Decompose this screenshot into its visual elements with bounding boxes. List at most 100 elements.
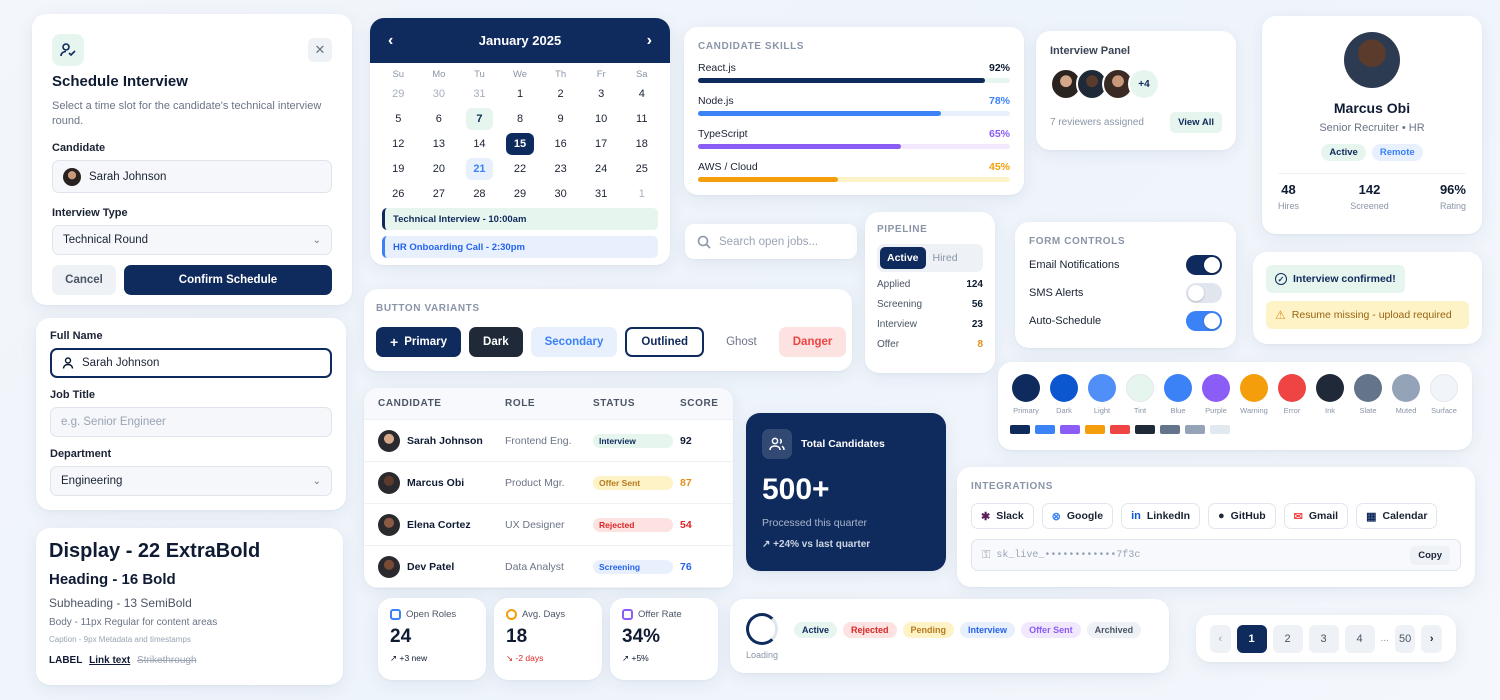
calendar-day[interactable]: 21 <box>465 158 494 180</box>
integration-slack[interactable]: ✱ Slack <box>971 503 1034 529</box>
calendar-day[interactable]: 19 <box>392 163 405 175</box>
chevron-left-icon[interactable]: ‹ <box>388 31 394 49</box>
table-row[interactable]: Sarah Johnson Frontend Eng. Interview 92 <box>364 420 733 462</box>
candidate-field[interactable]: Sarah Johnson <box>52 160 332 193</box>
calendar-day[interactable]: 16 <box>554 138 567 150</box>
table-row[interactable]: Elena Cortez UX Designer Rejected 54 <box>364 504 733 546</box>
integration-calendar[interactable]: ▦ Calendar <box>1356 503 1438 529</box>
avatar <box>378 429 400 452</box>
secondary-button[interactable]: Secondary <box>530 327 618 357</box>
page-button[interactable]: 1 <box>1236 624 1267 653</box>
calendar-day[interactable]: 15 <box>506 133 534 155</box>
interview-type-select[interactable]: Technical Round ⌄ <box>52 225 332 255</box>
link-text[interactable]: Link text <box>89 655 131 666</box>
skill-row: Node.js 78% <box>698 95 1010 116</box>
calendar-day[interactable]: 30 <box>432 88 445 100</box>
calendar-day[interactable]: 28 <box>473 188 486 200</box>
copy-button[interactable]: Copy <box>1410 545 1450 565</box>
color-swatch: Purple <box>1200 374 1232 415</box>
calendar-day[interactable]: 1 <box>516 88 524 100</box>
calendar-day[interactable]: 13 <box>432 138 445 150</box>
integration-linkedin[interactable]: in LinkedIn <box>1121 503 1201 529</box>
integration-gmail[interactable]: ✉ Gmail <box>1283 503 1349 529</box>
calendar-day[interactable]: 9 <box>557 113 564 125</box>
pipeline-title: Pipeline <box>877 224 928 235</box>
page-button[interactable]: 4 <box>1344 624 1375 653</box>
calendar-event[interactable]: Technical Interview - 10:00am <box>382 208 658 230</box>
ghost-button[interactable]: Ghost <box>726 336 757 348</box>
dark-button[interactable]: Dark <box>469 327 523 357</box>
strikethrough-text: Strikethrough <box>137 655 197 666</box>
stat-label: Offer Rate <box>638 609 682 620</box>
outlined-button[interactable]: Outlined <box>625 327 705 357</box>
calendar-day[interactable]: 4 <box>638 88 645 100</box>
full-name-field[interactable]: Sarah Johnson <box>50 348 332 378</box>
calendar-day[interactable]: 8 <box>516 113 524 125</box>
table-row[interactable]: Marcus Obi Product Mgr. Offer Sent 87 <box>364 462 733 504</box>
integration-github[interactable]: ● GitHub <box>1208 503 1276 529</box>
calendar-day[interactable]: 3 <box>598 88 605 100</box>
page-button[interactable]: 3 <box>1308 624 1339 653</box>
calendar-day[interactable]: 24 <box>595 163 608 175</box>
calendar-day[interactable]: 20 <box>432 163 445 175</box>
table-row[interactable]: Dev Patel Data Analyst Screening 76 <box>364 546 733 588</box>
toggle-switch[interactable] <box>1186 255 1222 275</box>
job-title-field[interactable]: e.g. Senior Engineer <box>50 407 332 437</box>
calendar-day[interactable]: 27 <box>432 188 445 200</box>
calendar-day[interactable]: 14 <box>473 138 486 150</box>
calendar-day[interactable]: 23 <box>554 163 567 175</box>
warning-icon: ⚠ <box>1275 308 1286 322</box>
more-reviewers-badge[interactable]: +4 <box>1128 68 1160 100</box>
next-page-button[interactable]: › <box>1421 624 1442 653</box>
typography-card: Display - 22 ExtraBold Heading - 16 Bold… <box>36 528 343 685</box>
primary-button[interactable]: + Primary <box>376 327 462 357</box>
avatar <box>378 555 400 578</box>
color-name: Light <box>1093 406 1111 415</box>
profile-name: Marcus Obi <box>1333 100 1411 116</box>
calendar-day[interactable]: 10 <box>595 113 608 125</box>
calendar-day[interactable]: 29 <box>513 188 527 200</box>
form-controls-card: Form Controls Email Notifications SMS Ale… <box>1015 222 1236 348</box>
calendar-event[interactable]: HR Onboarding Call - 2:30pm <box>382 236 658 258</box>
candidate-name: Elena Cortez <box>407 518 471 531</box>
trend-up-icon: ↗ <box>762 539 774 550</box>
view-all-button[interactable]: View All <box>1170 112 1222 133</box>
tab-active[interactable]: Active <box>880 247 926 269</box>
cancel-button[interactable]: Cancel <box>52 265 116 295</box>
color-chip <box>1210 425 1230 434</box>
calendar-day[interactable]: 2 <box>557 88 564 100</box>
confirm-schedule-button[interactable]: Confirm Schedule <box>124 265 332 295</box>
danger-button[interactable]: Danger <box>778 327 847 357</box>
calendar-day[interactable]: 31 <box>473 88 486 100</box>
calendar-day[interactable]: 22 <box>513 163 527 175</box>
toggle-switch[interactable] <box>1186 311 1222 331</box>
page-button[interactable]: 50 <box>1394 624 1416 653</box>
prev-page-button[interactable]: ‹ <box>1210 624 1231 653</box>
calendar-day[interactable]: 6 <box>435 113 442 125</box>
calendar-day[interactable]: 11 <box>636 113 648 125</box>
tab-hired[interactable]: Hired <box>932 252 958 264</box>
calendar-day[interactable]: 30 <box>554 188 567 200</box>
calendar-day[interactable]: 5 <box>395 113 402 125</box>
calendar-day[interactable]: 7 <box>465 108 494 130</box>
calendar-day[interactable]: 31 <box>595 188 608 200</box>
department-select[interactable]: Engineering ⌄ <box>50 466 332 496</box>
calendar-header: ‹ January 2025 › <box>370 18 670 63</box>
role-cell: UX Designer <box>505 518 565 531</box>
close-icon[interactable]: ✕ <box>308 38 332 62</box>
page-button[interactable]: 2 <box>1272 624 1303 653</box>
skill-row: AWS / Cloud 45% <box>698 161 1010 182</box>
chevron-right-icon[interactable]: › <box>646 31 652 49</box>
search-bar[interactable]: Search open jobs... <box>685 224 857 259</box>
calendar-day[interactable]: 12 <box>392 138 405 150</box>
calendar-day[interactable]: 18 <box>635 138 648 150</box>
calendar-day[interactable]: 25 <box>635 163 648 175</box>
calendar-day[interactable]: 26 <box>392 188 405 200</box>
search-input[interactable]: Search open jobs... <box>719 235 819 248</box>
candidate-skills-card: Candidate Skills React.js 92% Node.js 78% Ty… <box>684 27 1024 195</box>
calendar-day[interactable]: 29 <box>392 88 405 100</box>
toggle-switch[interactable] <box>1186 283 1222 303</box>
integration-google[interactable]: ⊗ Google <box>1041 503 1114 529</box>
calendar-day[interactable]: 1 <box>638 188 645 200</box>
calendar-day[interactable]: 17 <box>595 138 608 150</box>
